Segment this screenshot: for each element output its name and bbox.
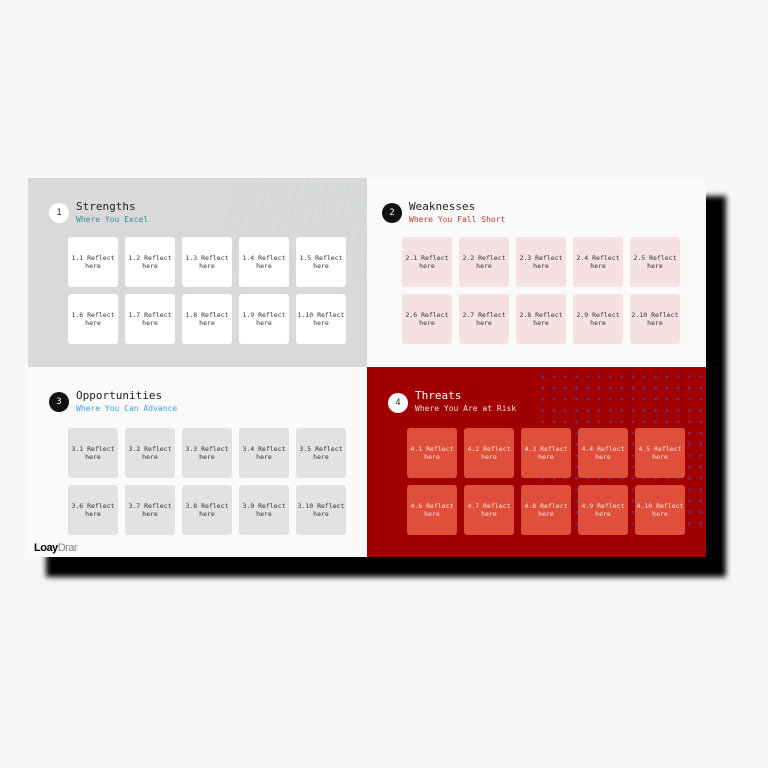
reflection-card[interactable]: 2.3 Reflect here xyxy=(516,237,566,287)
reflection-card[interactable]: 1.10 Reflect here xyxy=(296,294,346,344)
reflection-card[interactable]: 2.9 Reflect here xyxy=(573,294,623,344)
reflection-card[interactable]: 3.10 Reflect here xyxy=(296,485,346,535)
reflection-card[interactable]: 1.2 Reflect here xyxy=(125,237,175,287)
reflection-card[interactable]: 3.3 Reflect here xyxy=(182,428,232,478)
reflection-card[interactable]: 2.10 Reflect here xyxy=(630,294,680,344)
quadrant-subtitle: Where You Are at Risk xyxy=(415,404,517,413)
quadrant-title: Opportunities xyxy=(76,389,163,402)
reflection-card[interactable]: 2.4 Reflect here xyxy=(573,237,623,287)
card-grid: 4.1 Reflect here 4.2 Reflect here 4.3 Refl… xyxy=(407,428,685,535)
reflection-card[interactable]: 4.7 Reflect here xyxy=(464,485,514,535)
quadrant-opportunities: 3 Opportunities Where You Can Advance 3.… xyxy=(28,367,367,557)
reflection-card[interactable]: 3.6 Reflect here xyxy=(68,485,118,535)
reflection-card[interactable]: 3.1 Reflect here xyxy=(68,428,118,478)
reflection-card[interactable]: 4.1 Reflect here xyxy=(407,428,457,478)
reflection-card[interactable]: 2.2 Reflect here xyxy=(459,237,509,287)
quadrant-title: Strengths xyxy=(76,200,136,213)
card-grid: 2.1 Reflect here 2.2 Reflect here 2.3 Refl… xyxy=(402,237,680,344)
card-grid: 3.1 Reflect here 3.2 Reflect here 3.3 Refl… xyxy=(68,428,346,535)
reflection-card[interactable]: 3.5 Reflect here xyxy=(296,428,346,478)
reflection-card[interactable]: 2.7 Reflect here xyxy=(459,294,509,344)
quadrant-weaknesses: 2 Weaknesses Where You Fall Short 2.1 Re… xyxy=(367,178,706,368)
reflection-card[interactable]: 2.6 Reflect here xyxy=(402,294,452,344)
number-badge: 4 xyxy=(388,393,408,413)
reflection-card[interactable]: 3.2 Reflect here xyxy=(125,428,175,478)
number-badge: 3 xyxy=(49,392,69,412)
reflection-card[interactable]: 1.5 Reflect here xyxy=(296,237,346,287)
number-badge: 1 xyxy=(49,203,69,223)
quadrant-title: Weaknesses xyxy=(409,200,476,213)
quadrant-subtitle: Where You Excel xyxy=(76,215,149,224)
reflection-card[interactable]: 4.10 Reflect here xyxy=(635,485,685,535)
reflection-card[interactable]: 1.6 Reflect here xyxy=(68,294,118,344)
reflection-card[interactable]: 2.8 Reflect here xyxy=(516,294,566,344)
reflection-card[interactable]: 3.7 Reflect here xyxy=(125,485,175,535)
reflection-card[interactable]: 4.4 Reflect here xyxy=(578,428,628,478)
reflection-card[interactable]: 4.3 Reflect here xyxy=(521,428,571,478)
reflection-card[interactable]: 4.8 Reflect here xyxy=(521,485,571,535)
quadrant-threats: 4 Threats Where You Are at Risk 4.1 Refl… xyxy=(367,367,706,557)
logo-last: Drar xyxy=(57,542,78,554)
reflection-card[interactable]: 3.9 Reflect here xyxy=(239,485,289,535)
reflection-card[interactable]: 2.1 Reflect here xyxy=(402,237,452,287)
reflection-card[interactable]: 1.7 Reflect here xyxy=(125,294,175,344)
reflection-card[interactable]: 4.5 Reflect here xyxy=(635,428,685,478)
logo: LoayDrar xyxy=(34,542,78,554)
reflection-card[interactable]: 4.6 Reflect here xyxy=(407,485,457,535)
reflection-card[interactable]: 1.9 Reflect here xyxy=(239,294,289,344)
quadrant-subtitle: Where You Fall Short xyxy=(409,215,506,224)
reflection-card[interactable]: 3.4 Reflect here xyxy=(239,428,289,478)
reflection-card[interactable]: 3.8 Reflect here xyxy=(182,485,232,535)
reflection-card[interactable]: 4.9 Reflect here xyxy=(578,485,628,535)
number-badge: 2 xyxy=(382,203,402,223)
logo-first: Loay xyxy=(34,542,58,554)
quadrant-subtitle: Where You Can Advance xyxy=(76,404,178,413)
reflection-card[interactable]: 1.4 Reflect here xyxy=(239,237,289,287)
reflection-card[interactable]: 1.8 Reflect here xyxy=(182,294,232,344)
reflection-card[interactable]: 2.5 Reflect here xyxy=(630,237,680,287)
swot-board: 1 Strengths Where You Excel 1.1 Reflect … xyxy=(28,178,706,557)
quadrant-title: Threats xyxy=(415,389,462,402)
card-grid: 1.1 Reflect here 1.2 Reflect here 1.3 Refl… xyxy=(68,237,346,344)
quadrant-strengths: 1 Strengths Where You Excel 1.1 Reflect … xyxy=(28,178,367,368)
reflection-card[interactable]: 1.3 Reflect here xyxy=(182,237,232,287)
reflection-card[interactable]: 1.1 Reflect here xyxy=(68,237,118,287)
reflection-card[interactable]: 4.2 Reflect here xyxy=(464,428,514,478)
